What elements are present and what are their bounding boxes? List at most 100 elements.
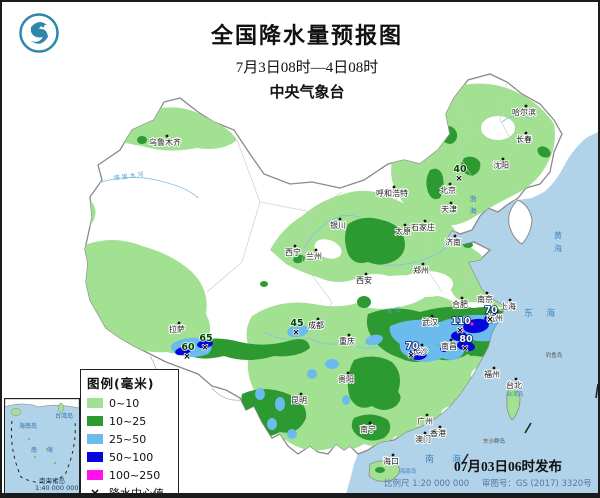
sea-area [346, 132, 598, 493]
city-dot [177, 321, 181, 325]
precip-center-x-marker: × [407, 351, 415, 361]
map-scale-line: 比例尺 1:20 000 000 审图号：GS (2017) 3320号 [384, 477, 598, 489]
sea-label: 海 [470, 206, 477, 215]
sea-label: 海南岛 [400, 467, 417, 475]
sea-label: 海 [554, 243, 562, 253]
legend-swatch [87, 452, 103, 462]
city-dot [514, 377, 518, 381]
city-label: 杭州 [487, 313, 503, 323]
legend-item: 100~250 [87, 466, 173, 484]
precip-center-value: 40 [453, 164, 467, 175]
city-dot [449, 201, 453, 205]
city-label: 重庆 [339, 336, 355, 346]
legend-item: 50~100 [87, 448, 173, 466]
precip-center-x-marker: × [486, 315, 494, 325]
city-dot [460, 296, 464, 300]
city-dot [524, 104, 528, 108]
sea-label: 台湾岛 [507, 390, 524, 398]
city-dot [495, 310, 499, 314]
city-dot [293, 244, 297, 248]
legend-range-label: 0~10 [109, 396, 140, 410]
map-title-block: 全国降水量预报图 7月3日08时—4日08时 中央气象台 [142, 18, 472, 102]
rain-50-100-layer [175, 312, 500, 360]
map-scale: 比例尺 1:20 000 000 [384, 479, 470, 489]
city-dot [492, 366, 496, 370]
city-label: 南京 [477, 294, 493, 304]
legend-marker-row: × 降水中心值 [87, 484, 173, 498]
city-dot [420, 343, 424, 347]
city-dot [448, 182, 452, 186]
river-label: 长江 [386, 305, 403, 316]
sea-label: 东海 [524, 307, 568, 319]
island-label: 东沙群岛 [483, 437, 506, 445]
map-date-range: 7月3日08时—4日08时 [235, 60, 379, 76]
city-dot [165, 134, 169, 138]
precip-center-value: 110 [451, 316, 471, 327]
korea-peninsula [508, 199, 533, 245]
city-label: 香港 [430, 428, 446, 438]
legend-range-label: 25~50 [109, 432, 147, 446]
city-label: 南昌 [441, 341, 457, 351]
province-borders [206, 81, 518, 343]
city-label: 成都 [308, 320, 324, 330]
legend-swatch [87, 416, 103, 426]
city-dot [346, 371, 350, 375]
city-label: 石家庄 [411, 222, 435, 232]
sea-label: 渤 [470, 194, 477, 203]
legend-swatch [87, 470, 103, 480]
inset-map [5, 399, 79, 483]
legend-range-label: 100~250 [109, 468, 161, 482]
precip-center-x-marker: × [455, 174, 463, 184]
legend-box: 图例(毫米) 0~10 10~25 25~50 50~100 100~250 × 降水中… [80, 369, 179, 498]
legend-range-label: 10~25 [109, 414, 147, 428]
legend-marker-label: 降水中心值 [109, 487, 164, 498]
precip-center-value: 45 [290, 318, 303, 329]
cma-dragon-logo [18, 12, 60, 54]
sea-label: 黄 [554, 230, 562, 240]
precip-center-value: 70 [405, 341, 419, 352]
city-dot [364, 272, 368, 276]
precip-center-value: 70 [484, 305, 498, 316]
precip-center-x-marker: × [201, 343, 209, 353]
city-dot [438, 425, 442, 429]
city-label: 海口 [383, 456, 399, 466]
city-label: 哈尔滨 [512, 107, 536, 117]
city-dot [425, 413, 429, 417]
city-label: 昆明 [291, 396, 307, 405]
city-dot [316, 317, 320, 321]
south-china-sea-inset: 台湾岛 海南岛 南 海 南海诸岛 1:40 000 000 [4, 398, 80, 493]
city-label: 西安 [356, 275, 372, 285]
legend-item: 0~10 [87, 394, 173, 412]
precip-center-x-marker: × [456, 326, 464, 336]
city-dot [485, 291, 489, 295]
city-label: 北京 [440, 185, 456, 195]
island-label: 钓鱼岛 [546, 351, 563, 359]
inset-sea-label: 南 海 [31, 447, 57, 454]
city-label: 上海 [500, 301, 516, 311]
legend-swatch [87, 398, 103, 408]
city-dot [508, 298, 512, 302]
city-dot [368, 421, 372, 425]
city-label: 兰州 [306, 251, 322, 261]
legend-range-label: 50~100 [109, 450, 154, 464]
city-dot [423, 431, 427, 435]
map-license-number: 审图号：GS (2017) 3320号 [481, 479, 592, 489]
city-label: 西宁 [285, 247, 301, 257]
inset-scale: 1:40 000 000 [35, 484, 79, 492]
city-dot [338, 217, 342, 221]
city-dot [403, 223, 407, 227]
city-label: 广州 [417, 416, 433, 426]
city-dot [524, 131, 528, 135]
sea-label: 南海 [425, 453, 479, 465]
city-dot [421, 262, 425, 266]
city-label: 长春 [516, 134, 532, 144]
precip-center-x-marker: × [461, 344, 469, 354]
city-dot [392, 185, 396, 189]
city-label: 拉萨 [169, 324, 185, 334]
map-title: 全国降水量预报图 [210, 23, 403, 48]
city-dot [430, 314, 434, 318]
